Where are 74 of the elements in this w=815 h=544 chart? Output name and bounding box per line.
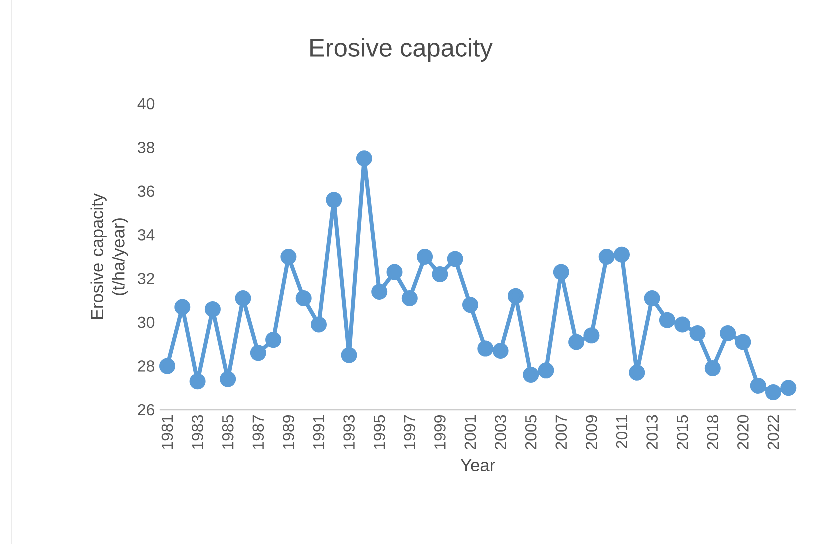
- point: [780, 380, 797, 396]
- x-tick-label: 2005: [525, 415, 537, 450]
- point: [462, 297, 478, 314]
- y-tick-label: 28: [138, 360, 155, 372]
- x-tick-label: 1989: [283, 415, 294, 450]
- point: [766, 384, 782, 401]
- x-tick-label: 1995: [374, 415, 386, 450]
- point: [584, 328, 600, 344]
- point: [386, 264, 403, 280]
- point: [750, 378, 766, 394]
- point: [372, 284, 388, 300]
- point: [204, 301, 221, 318]
- point: [508, 288, 524, 304]
- point: [159, 358, 176, 374]
- x-tick-label: 2015: [676, 415, 688, 450]
- x-tick-label: 2022: [768, 416, 780, 450]
- point: [674, 316, 691, 333]
- point: [190, 374, 206, 390]
- point: [538, 362, 554, 379]
- point: [326, 192, 342, 208]
- x-axis-title: Year: [460, 459, 496, 472]
- y-tick-label: 40: [138, 98, 155, 110]
- point: [310, 316, 327, 333]
- point: [598, 249, 615, 265]
- chart-title: Erosive capacity: [310, 38, 493, 62]
- point: [704, 360, 721, 376]
- x-tick-label: 1981: [162, 416, 174, 450]
- x-tick-label: 1999: [434, 415, 446, 450]
- point: [296, 290, 312, 307]
- point: [553, 264, 570, 280]
- x-tick-label: 2011: [616, 416, 628, 448]
- x-tick-label: 2013: [646, 415, 658, 450]
- point: [614, 246, 630, 263]
- x-tick-label: 2003: [495, 415, 506, 450]
- point: [720, 326, 736, 342]
- point: [280, 249, 297, 265]
- y-tick-label: 32: [138, 273, 154, 285]
- x-tick-label: 2020: [738, 415, 749, 450]
- y-tick-label: 26: [138, 404, 155, 416]
- point: [492, 342, 509, 359]
- point: [735, 334, 752, 350]
- y-tick-label: 38: [138, 142, 155, 154]
- point: [402, 290, 418, 307]
- x-tick-label: 1993: [344, 415, 355, 450]
- y-tick-label: 36: [138, 186, 155, 198]
- point: [644, 290, 660, 307]
- x-tick-label: 2007: [556, 416, 568, 450]
- point: [174, 299, 191, 316]
- point: [447, 251, 464, 268]
- point: [659, 312, 676, 328]
- point: [690, 326, 706, 342]
- point: [629, 364, 646, 381]
- point: [220, 371, 236, 388]
- x-tick-label: 1983: [192, 415, 204, 450]
- x-tick-label: 2001: [464, 416, 476, 450]
- y-axis-title: Erosive capacity (t/ha/year): [90, 193, 128, 320]
- x-tick-label: 1997: [404, 416, 416, 450]
- x-tick-label: 1991: [313, 416, 325, 450]
- point: [250, 345, 266, 362]
- point: [235, 290, 252, 307]
- point: [417, 249, 434, 265]
- point: [432, 266, 448, 282]
- point: [568, 334, 585, 350]
- y-tick-label: 30: [138, 316, 155, 328]
- x-tick-label: 1985: [222, 415, 234, 450]
- x-tick-label: 2018: [707, 415, 719, 450]
- y-tick-label: 34: [138, 229, 155, 241]
- point: [523, 367, 540, 384]
- x-tick-label: 2009: [586, 415, 598, 450]
- point: [478, 340, 494, 357]
- point: [341, 347, 358, 364]
- x-tick-label: 1987: [252, 416, 264, 450]
- point: [266, 332, 282, 348]
- point: [356, 150, 372, 167]
